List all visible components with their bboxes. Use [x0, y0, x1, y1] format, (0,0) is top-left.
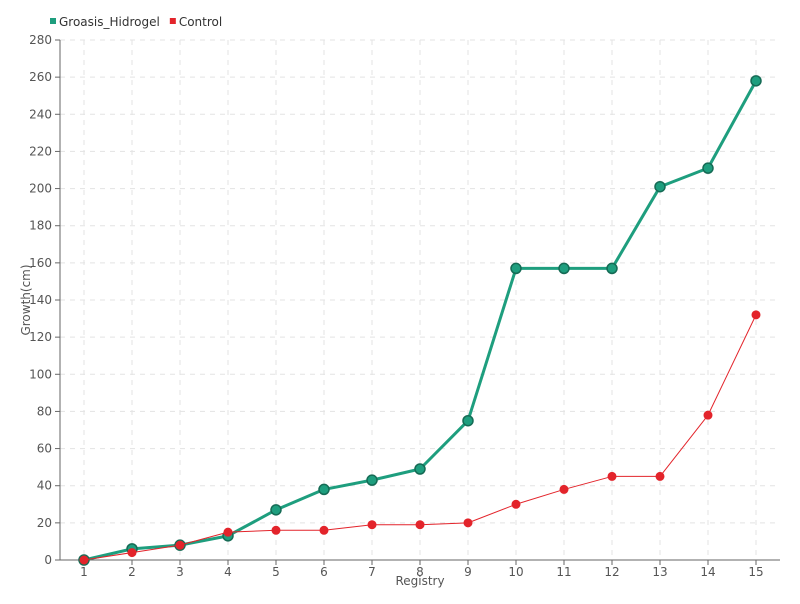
data-point: [510, 262, 522, 275]
x-tick-label: 11: [556, 565, 571, 579]
x-tick-label: 8: [416, 565, 424, 579]
data-point: [750, 75, 762, 87]
legend: Groasis_Hidrogel Control: [50, 15, 222, 29]
x-tick-label: 12: [604, 565, 619, 579]
y-tick-label: 160: [29, 256, 52, 270]
data-point: [751, 310, 761, 320]
y-tick-label: 260: [29, 70, 52, 84]
data-point: [270, 504, 282, 516]
series-groasis-hidrogel: [78, 75, 762, 566]
grid-lines: [60, 39, 780, 560]
y-tick-label: 20: [37, 516, 52, 530]
data-point: [607, 471, 617, 481]
x-tick-label: 1: [80, 565, 88, 579]
x-tick-label: 6: [320, 565, 328, 579]
y-tick-label: 140: [29, 293, 52, 307]
x-tick-label: 9: [464, 565, 472, 579]
data-point: [654, 180, 666, 193]
y-tick-label: 0: [44, 553, 52, 567]
x-tick-label: 5: [272, 565, 280, 579]
y-tick-label: 240: [29, 107, 52, 121]
data-point: [415, 520, 425, 530]
data-point: [558, 262, 570, 275]
legend-swatch: [169, 18, 176, 24]
data-point: [606, 262, 618, 275]
data-point: [559, 484, 569, 494]
x-tick-label: 13: [652, 565, 667, 579]
y-tick-label: 40: [37, 479, 52, 493]
legend-label: Control: [179, 15, 222, 29]
x-tick-label: 15: [748, 565, 763, 579]
legend-swatch: [50, 18, 56, 24]
data-point: [79, 555, 89, 565]
x-tick-label: 14: [700, 565, 715, 579]
series: [78, 75, 762, 566]
y-tick-label: 80: [37, 404, 52, 418]
x-tick-label: 2: [128, 565, 136, 579]
y-tick-label: 200: [29, 182, 52, 196]
data-point: [367, 520, 377, 530]
y-tick-label: 120: [29, 330, 52, 344]
y-tick-label: 280: [29, 33, 52, 47]
data-point: [175, 540, 185, 550]
data-point: [462, 414, 474, 427]
legend-label: Groasis_Hidrogel: [59, 15, 160, 29]
axes: [55, 39, 780, 565]
data-point: [655, 471, 665, 481]
x-tick-label: 4: [224, 565, 232, 579]
data-point: [223, 527, 233, 537]
y-tick-label: 60: [37, 442, 52, 456]
y-tick-label: 180: [29, 219, 52, 233]
data-point: [318, 483, 330, 496]
data-point: [366, 474, 378, 486]
data-point: [463, 518, 473, 528]
x-tick-label: 10: [508, 565, 523, 579]
y-axis-title: Growth(cm): [19, 264, 33, 335]
data-point: [271, 525, 281, 535]
data-point: [127, 548, 137, 558]
data-point: [511, 499, 521, 509]
series-control: [79, 310, 761, 565]
x-tick-label: 7: [368, 565, 376, 579]
y-tick-label: 100: [29, 367, 52, 381]
x-tick-label: 3: [176, 565, 184, 579]
tick-labels: 0 20 40 60 80 100 120 140 160 180 200 220 240 260 280 1…: [29, 33, 764, 579]
data-point: [319, 525, 329, 535]
x-axis-title: Registry: [395, 574, 444, 588]
data-point: [703, 410, 713, 420]
data-point: [702, 162, 714, 174]
data-point: [414, 463, 426, 475]
y-tick-label: 220: [29, 144, 52, 158]
